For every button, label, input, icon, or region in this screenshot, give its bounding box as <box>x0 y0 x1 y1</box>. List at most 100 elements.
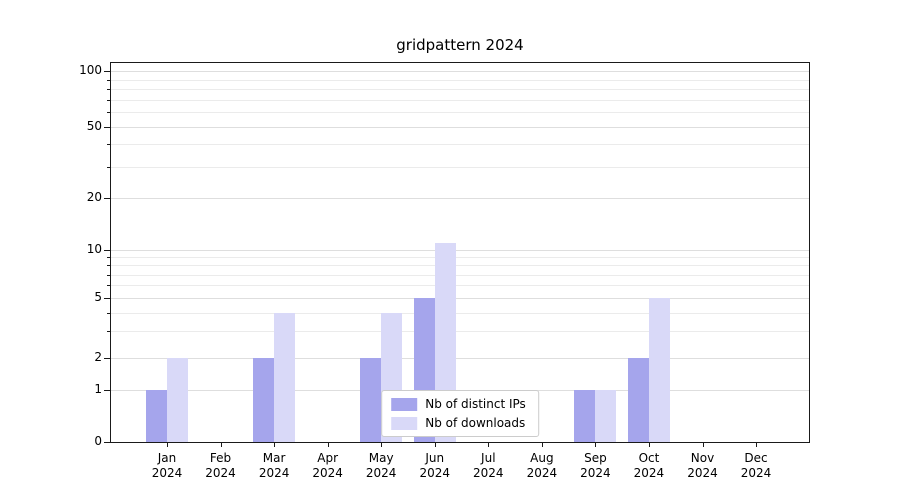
y-tick-mark <box>104 298 110 299</box>
bar-distinct-ips <box>253 358 275 442</box>
x-tick-mark <box>702 443 704 447</box>
x-tick-mark <box>488 443 490 447</box>
x-tick-label: May 2024 <box>351 451 411 481</box>
gridline-minor <box>111 79 809 81</box>
x-tick-label-month: Nov <box>690 451 715 465</box>
x-tick-label-year: 2024 <box>580 466 611 480</box>
y-minor-tick-mark <box>107 331 110 333</box>
gridline-major <box>111 71 809 72</box>
y-tick-label: 5 <box>94 290 102 304</box>
x-tick-label: Feb 2024 <box>191 451 251 481</box>
x-tick-mark <box>274 443 276 447</box>
gridline-minor <box>111 312 809 314</box>
gridline-minor <box>111 331 809 333</box>
gridline-major <box>111 250 809 251</box>
y-minor-tick-mark <box>107 79 110 81</box>
x-tick-mark <box>327 443 329 447</box>
y-tick-mark <box>104 442 110 443</box>
legend: Nb of distinct IPs Nb of downloads <box>381 390 539 437</box>
x-tick-label-month: Dec <box>744 451 768 465</box>
y-minor-tick-mark <box>107 312 110 314</box>
y-tick-mark <box>104 71 110 72</box>
gridline-minor <box>111 257 809 259</box>
x-tick-label-month: Aug <box>530 451 554 465</box>
gridline-minor <box>111 99 809 101</box>
y-tick-label: 50 <box>86 119 102 133</box>
x-tick-label-month: May <box>368 451 394 465</box>
gridline-major <box>111 198 809 199</box>
y-tick-mark <box>104 250 110 251</box>
x-tick-label-year: 2024 <box>419 466 451 480</box>
x-tick-label-year: 2024 <box>312 466 343 480</box>
y-tick-label: 2 <box>94 350 102 364</box>
x-tick-label: Sep 2024 <box>565 451 625 481</box>
gridline-minor <box>111 166 809 168</box>
y-minor-tick-mark <box>107 274 110 276</box>
x-tick-mark <box>648 443 650 447</box>
plot-area: Nb of distinct IPs Nb of downloads <box>110 62 810 443</box>
y-tick-label: 100 <box>79 63 102 77</box>
x-tick-label: Dec 2024 <box>726 451 786 481</box>
x-tick-label-month: Jul <box>481 451 496 465</box>
x-tick-label: Jul 2024 <box>458 451 518 481</box>
bar-distinct-ips <box>146 390 167 442</box>
gridline-minor <box>111 89 809 91</box>
y-minor-tick-mark <box>107 166 110 168</box>
x-tick-label: Mar 2024 <box>244 451 304 481</box>
y-tick-mark <box>104 198 110 199</box>
y-minor-tick-mark <box>107 265 110 267</box>
y-minor-tick-mark <box>107 112 110 114</box>
x-tick-label-month: Apr <box>317 451 339 465</box>
y-tick-label: 1 <box>94 382 102 396</box>
x-tick-label: Jan 2024 <box>137 451 197 481</box>
y-minor-tick-mark <box>107 144 110 146</box>
y-tick-label: 0 <box>94 434 102 448</box>
legend-label-distinct-ips: Nb of distinct IPs <box>425 397 526 411</box>
chart-title: gridpattern 2024 <box>396 36 524 54</box>
x-tick-label-year: 2024 <box>258 466 290 480</box>
x-tick-label-year: 2024 <box>151 466 183 480</box>
y-tick-label: 20 <box>86 190 102 204</box>
x-tick-label-month: Feb <box>209 451 232 465</box>
bar-downloads <box>274 312 296 442</box>
x-tick-label: Aug 2024 <box>512 451 572 481</box>
gridline-minor <box>111 144 809 146</box>
x-tick-label-year: 2024 <box>633 466 665 480</box>
gridline-major <box>111 127 809 128</box>
legend-item-distinct-ips: Nb of distinct IPs <box>391 397 526 411</box>
x-tick-label-year: 2024 <box>365 466 397 480</box>
x-tick-label-year: 2024 <box>473 466 504 480</box>
x-tick-label-month: Mar <box>262 451 286 465</box>
y-tick-label: 10 <box>86 242 102 256</box>
gridline-minor <box>111 265 809 267</box>
x-tick-mark <box>381 443 383 447</box>
x-tick-label-month: Sep <box>584 451 607 465</box>
x-tick-label-year: 2024 <box>205 466 236 480</box>
y-minor-tick-mark <box>107 285 110 287</box>
bar-downloads <box>648 298 670 442</box>
y-minor-tick-mark <box>107 99 110 101</box>
gridline-minor <box>111 274 809 276</box>
x-tick-mark <box>167 443 168 447</box>
x-tick-label-month: Jan <box>157 451 177 465</box>
y-minor-tick-mark <box>107 89 110 91</box>
x-tick-label: Jun 2024 <box>405 451 465 481</box>
x-tick-label-year: 2024 <box>740 466 772 480</box>
x-tick-mark <box>220 443 222 447</box>
x-tick-mark <box>434 443 436 447</box>
x-tick-label: Oct 2024 <box>619 451 679 481</box>
x-tick-label-year: 2024 <box>526 466 558 480</box>
x-tick-label: Nov 2024 <box>673 451 733 481</box>
y-tick-mark <box>104 390 110 391</box>
y-tick-mark <box>104 127 110 128</box>
bar-downloads <box>595 390 617 442</box>
y-tick-mark <box>104 358 110 359</box>
x-tick-mark <box>756 443 758 447</box>
x-tick-label: Apr 2024 <box>298 451 358 481</box>
legend-label-downloads: Nb of downloads <box>425 416 526 430</box>
gridline-major <box>111 298 809 299</box>
bar-distinct-ips <box>574 390 596 442</box>
legend-swatch-downloads <box>391 416 418 430</box>
bar-distinct-ips <box>360 358 382 442</box>
